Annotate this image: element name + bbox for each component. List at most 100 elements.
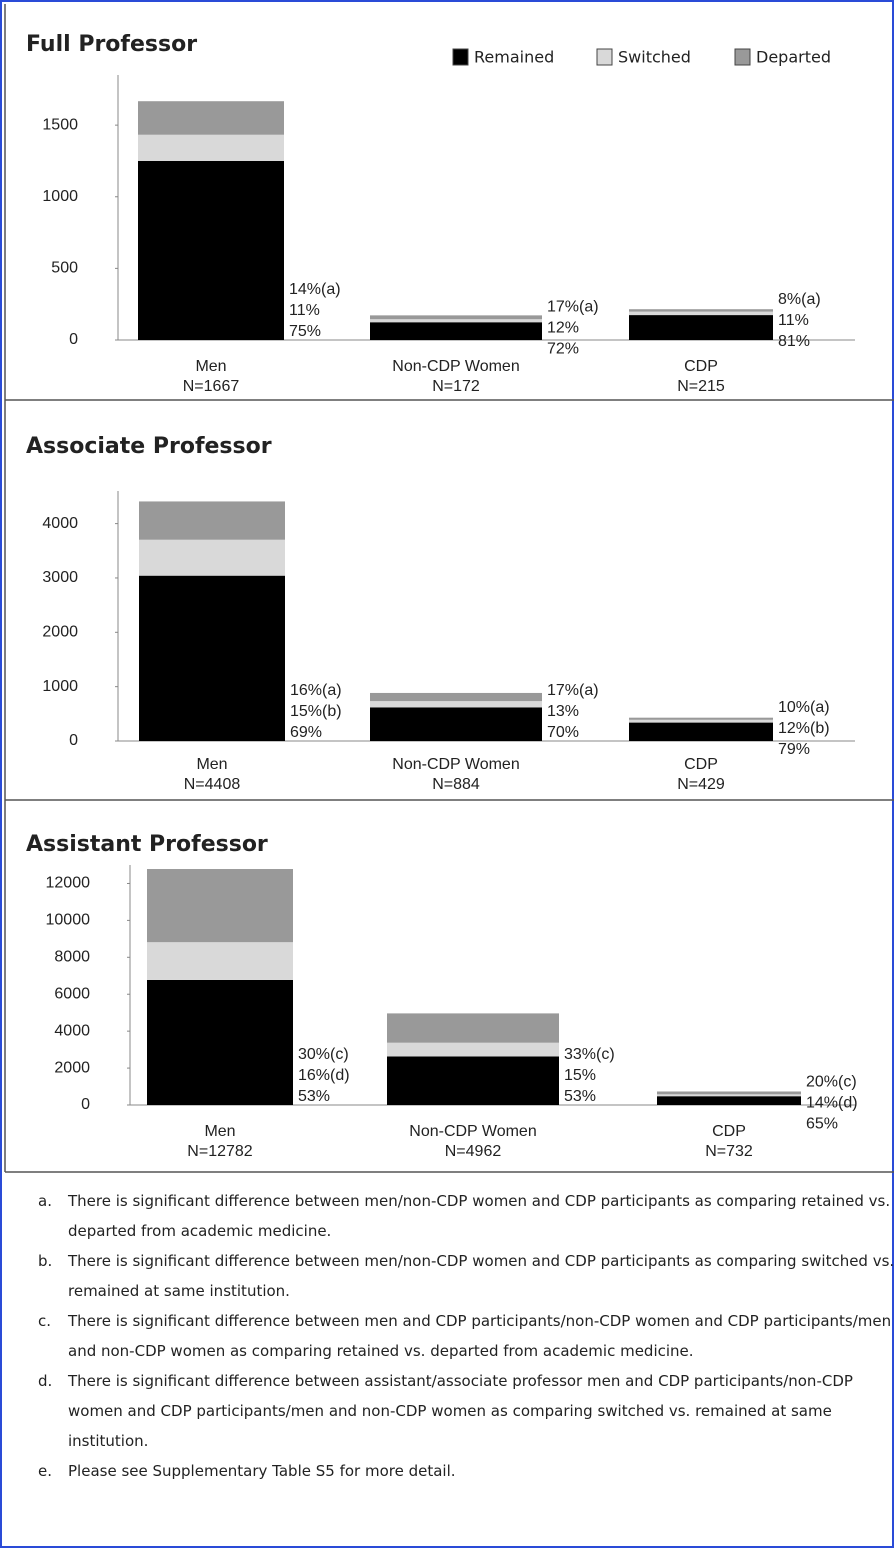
segment-annotation: 10%(a) — [778, 699, 830, 716]
bar-segment — [139, 501, 285, 540]
segment-annotation: 11% — [289, 302, 320, 319]
legend-label: Remained — [474, 48, 554, 67]
bar-segment — [629, 309, 773, 312]
bar-segment — [657, 1091, 801, 1095]
y-tick-label: 12000 — [46, 875, 91, 892]
segment-annotation: 14%(d) — [806, 1095, 858, 1112]
category-count: N=732 — [705, 1143, 753, 1160]
legend-label: Departed — [756, 48, 831, 67]
segment-annotation: 65% — [806, 1116, 838, 1133]
segment-annotation: 30%(c) — [298, 1046, 349, 1063]
bar-segment — [370, 322, 542, 340]
footnote-text: There is significant difference between … — [68, 1312, 892, 1360]
y-tick-label: 0 — [69, 732, 78, 749]
charts: Full Professor 0 500 1000 1500 Men N=1667 14%(a… — [4, 4, 894, 1173]
chart-title: Assistant Professor — [26, 832, 268, 857]
y-tick-label: 1500 — [42, 116, 78, 133]
y-tick-label: 3000 — [42, 569, 78, 586]
y-tick-label: 500 — [51, 260, 78, 277]
x-tick-label: Men — [196, 756, 227, 773]
y-tick-label: 4000 — [54, 1022, 90, 1039]
bar-segment — [657, 1096, 801, 1105]
footnote: e. Please see Supplementary Table S5 for … — [0, 1456, 894, 1486]
y-tick-label: 1000 — [42, 678, 78, 695]
bar-segment — [147, 869, 293, 943]
footnote-marker: a. — [38, 1192, 52, 1210]
bar-segment — [629, 717, 773, 720]
segment-annotation: 53% — [564, 1088, 596, 1105]
chart-title: Associate Professor — [26, 434, 272, 459]
footnote-text: There is significant difference between … — [68, 1192, 891, 1240]
category-count: N=4408 — [184, 776, 241, 793]
bar-segment — [629, 315, 773, 340]
x-tick-label: Men — [195, 358, 226, 375]
footnote-text: Please see Supplementary Table S5 for mo… — [68, 1462, 456, 1480]
y-tick-label: 0 — [81, 1096, 90, 1113]
legend-swatch — [452, 48, 469, 66]
bar-segment — [370, 701, 542, 708]
bar-segment — [629, 719, 773, 723]
segment-annotation: 20%(c) — [806, 1074, 857, 1091]
category-count: N=429 — [677, 776, 725, 793]
x-tick-label: CDP — [712, 1123, 746, 1140]
bar-segment — [387, 1013, 559, 1043]
footnote-marker: b. — [38, 1252, 53, 1270]
bar-segment — [629, 722, 773, 741]
bar-segment — [370, 692, 542, 702]
y-tick-label: 1000 — [42, 188, 78, 205]
footnote-marker: c. — [38, 1312, 52, 1330]
y-tick-label: 2000 — [42, 624, 78, 641]
segment-annotation: 81% — [778, 333, 810, 350]
footnote-marker: d. — [38, 1372, 53, 1390]
category-count: N=12782 — [187, 1143, 252, 1160]
category-count: N=172 — [432, 378, 480, 395]
segment-annotation: 13% — [547, 703, 579, 720]
x-tick-label: Non-CDP Women — [409, 1123, 536, 1140]
y-tick-label: 0 — [69, 331, 78, 348]
segment-annotation: 8%(a) — [778, 291, 821, 308]
segment-annotation: 17%(a) — [547, 682, 599, 699]
segment-annotation: 75% — [289, 323, 321, 340]
bar-segment — [138, 134, 284, 161]
category-count: N=884 — [432, 776, 480, 793]
segment-annotation: 12%(b) — [778, 720, 830, 737]
segment-annotation: 16%(d) — [298, 1067, 350, 1084]
footnote-text: There is significant difference between … — [68, 1372, 853, 1450]
x-tick-label: Men — [204, 1123, 235, 1140]
category-count: N=1667 — [183, 378, 240, 395]
bar-segment — [147, 942, 293, 980]
segment-annotation: 33%(c) — [564, 1046, 615, 1063]
y-tick-label: 10000 — [46, 912, 91, 929]
legend-swatch — [734, 48, 751, 66]
footnote: b. There is significant difference betwee… — [0, 1246, 894, 1306]
footnote-text: There is significant difference between … — [68, 1252, 894, 1300]
segment-annotation: 70% — [547, 724, 579, 741]
category-count: N=215 — [677, 378, 725, 395]
segment-annotation: 15% — [564, 1067, 596, 1084]
footnote: c. There is significant difference betwee… — [0, 1306, 894, 1366]
segment-annotation: 69% — [290, 724, 322, 741]
bar-segment — [387, 1056, 559, 1105]
bar-segment — [147, 979, 293, 1105]
x-tick-label: Non-CDP Women — [392, 358, 519, 375]
x-tick-label: CDP — [684, 756, 718, 773]
chart-title: Full Professor — [26, 32, 197, 57]
bar-segment — [139, 539, 285, 576]
bar-segment — [387, 1042, 559, 1057]
footnote: a. There is significant difference betwee… — [0, 1186, 894, 1246]
bar-segment — [370, 315, 542, 320]
x-tick-label: CDP — [684, 358, 718, 375]
footnote-marker: e. — [38, 1462, 52, 1480]
segment-annotation: 17%(a) — [547, 298, 599, 315]
bar-segment — [657, 1094, 801, 1097]
bar-segment — [370, 319, 542, 323]
segment-annotation: 11% — [778, 312, 809, 329]
footnotes: a. There is significant difference betwee… — [0, 1186, 894, 1486]
y-tick-label: 6000 — [54, 985, 90, 1002]
segment-annotation: 15%(b) — [290, 703, 342, 720]
segment-annotation: 72% — [547, 340, 579, 357]
legend-label: Switched — [618, 48, 691, 67]
y-tick-label: 2000 — [54, 1059, 90, 1076]
